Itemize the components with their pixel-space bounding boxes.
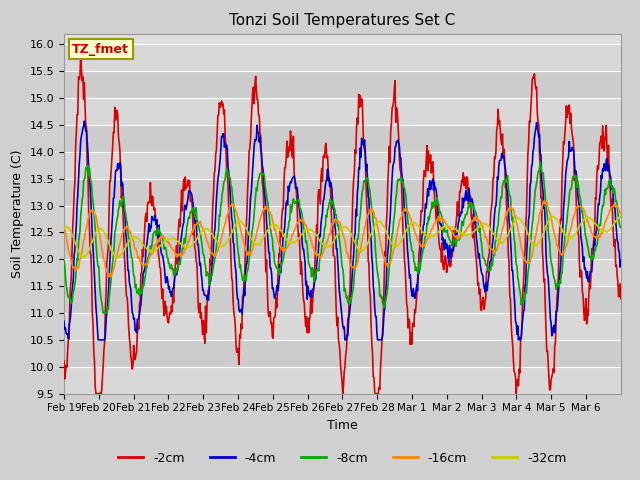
Bar [64,152,621,179]
-4cm [94,337,102,343]
-8cm [256,170,264,176]
-16cm [277,244,285,250]
-16cm [107,274,115,280]
-8cm [432,199,440,204]
Bar [64,205,621,232]
-4cm [60,318,68,324]
-4cm [127,286,134,292]
Line: -32cm: -32cm [64,216,621,258]
-2cm [127,353,134,359]
-8cm [99,310,107,316]
-2cm [433,218,440,224]
Title: Tonzi Soil Temperatures Set C: Tonzi Soil Temperatures Set C [229,13,456,28]
-2cm [617,296,625,301]
-4cm [401,209,409,215]
-32cm [126,237,134,242]
Bar [64,44,621,71]
Bar [64,367,621,394]
-16cm [126,230,134,236]
-8cm [536,159,544,165]
-2cm [278,214,285,220]
Bar [64,179,621,205]
-8cm [277,260,285,265]
Bar [64,98,621,125]
Bar [64,286,621,313]
Bar [64,232,621,259]
-32cm [277,228,285,234]
-32cm [60,225,68,231]
-8cm [401,185,408,191]
X-axis label: Time: Time [327,419,358,432]
-2cm [77,49,84,55]
-8cm [617,225,625,230]
Legend: -2cm, -4cm, -8cm, -16cm, -32cm: -2cm, -4cm, -8cm, -16cm, -32cm [113,447,572,469]
-4cm [617,258,625,264]
-16cm [432,217,440,223]
-16cm [60,224,68,229]
Bar [64,340,621,367]
Y-axis label: Soil Temperature (C): Soil Temperature (C) [11,149,24,278]
-8cm [228,192,236,198]
-4cm [81,118,88,124]
-32cm [80,255,88,261]
-16cm [228,202,236,207]
-4cm [433,189,440,195]
-32cm [616,214,624,219]
-32cm [617,214,625,219]
-32cm [256,240,264,246]
-16cm [401,206,408,212]
-8cm [60,258,68,264]
-4cm [229,239,237,245]
-2cm [229,300,237,305]
Line: -16cm: -16cm [64,201,621,277]
-4cm [278,246,285,252]
-8cm [126,243,134,249]
Bar [64,125,621,152]
Line: -2cm: -2cm [64,52,621,394]
Text: TZ_fmet: TZ_fmet [72,43,129,56]
-16cm [617,211,625,216]
-16cm [256,217,264,223]
-2cm [60,358,68,364]
Bar [64,313,621,340]
Bar [64,259,621,286]
-4cm [257,146,264,152]
-32cm [432,231,440,237]
Line: -4cm: -4cm [64,121,621,340]
-2cm [401,265,409,271]
-32cm [228,229,236,235]
-2cm [257,132,264,138]
Line: -8cm: -8cm [64,162,621,313]
Bar [64,71,621,98]
-32cm [401,231,408,237]
-16cm [540,198,548,204]
-2cm [92,391,100,396]
